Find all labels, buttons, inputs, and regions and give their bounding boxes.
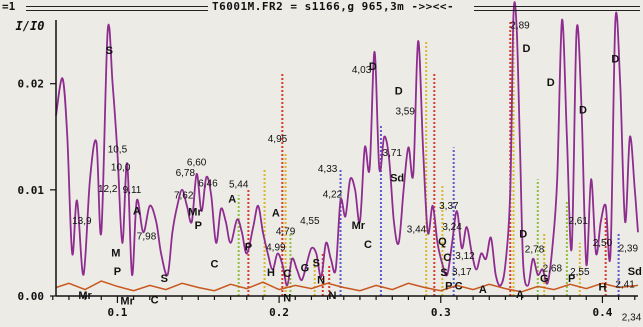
mineral-phase-label: D: [519, 229, 527, 241]
mineral-phase-label: M: [111, 248, 120, 260]
axes: 0.1 0.2 0.3 0.4 0.00 0.01 0.02 I/I0: [16, 19, 638, 319]
mineral-phase-label: S: [440, 267, 447, 279]
peak-labels: 13,9 12,2 10,5 10,0 9,11 7,98 7,62 6,786,60 6,46…: [72, 20, 642, 323]
peak-d-spacing-label: 10,0: [111, 163, 131, 174]
peak-d-spacing-label: 2,55: [570, 267, 590, 278]
mineral-phase-label: P: [245, 241, 252, 253]
mineral-phase-label: A: [272, 207, 280, 219]
peak-d-spacing-label: 4,33: [318, 164, 338, 175]
mineral-phase-label: C: [210, 258, 218, 270]
y-tick-label: 0.02: [18, 78, 45, 91]
mineral-phase-label: Q: [438, 236, 447, 248]
spectrum-series: [55, 1, 639, 287]
x-tick-label: 0.3: [431, 306, 451, 319]
mineral-phase-label: C: [443, 252, 451, 264]
mineral-phase-label: A: [228, 194, 236, 206]
x-tick-label: 0.2: [269, 306, 289, 319]
peak-d-spacing-label: 5,44: [229, 180, 249, 191]
mineral-phase-label: D: [547, 77, 555, 89]
mineral-phase-label: S: [161, 273, 168, 285]
title-bar: =1 T6001M.FR2 = s1166,g 965,3m ->><<-: [0, 0, 643, 16]
x-tick-label: 0.1: [107, 306, 127, 319]
title-left-marker: =1: [2, 0, 18, 13]
mineral-phase-label: D: [395, 85, 403, 97]
peak-d-spacing-label: 6,46: [198, 179, 218, 190]
background-line: [55, 280, 639, 293]
peak-d-spacing-label: 4,99: [266, 242, 286, 253]
peak-d-spacing-label: 7,62: [174, 190, 194, 201]
mineral-phase-label: G: [301, 263, 310, 275]
mineral-phase-label: H: [598, 282, 606, 294]
peak-d-spacing-label: 6,60: [187, 157, 207, 168]
peak-d-spacing-label: 4,95: [268, 134, 288, 145]
mineral-phase-label: D: [579, 104, 587, 116]
mineral-phase-label: P: [114, 266, 121, 278]
peak-d-spacing-label: 2,39: [619, 243, 639, 254]
peak-d-spacing-label: 9,11: [123, 185, 142, 196]
mineral-phase-label: Sd: [390, 172, 404, 184]
peak-d-spacing-label: 2,78: [525, 244, 545, 255]
peak-d-spacing-label: 4,79: [276, 226, 296, 237]
title-rule-left: [26, 6, 208, 11]
mineral-phase-label: G: [540, 273, 549, 285]
mineral-phase-label: Mr: [188, 206, 202, 218]
mineral-phase-label: Mr: [352, 220, 366, 232]
y-tick-label: 0.00: [18, 290, 45, 303]
mineral-phase-label: D: [522, 43, 530, 55]
mineral-phase-label: C: [283, 268, 291, 280]
peak-d-spacing-label: 3,44: [407, 224, 427, 235]
mineral-phase-label: P: [195, 220, 202, 232]
mineral-phase-label: D: [611, 53, 619, 65]
peak-d-spacing-label: 12,2: [98, 184, 118, 195]
mineral-labels: SMPMrMrACSMrPCAPAHCNGSNNMrCDDSdQCSPCADAG…: [78, 43, 641, 308]
x-tick-label: 0.4: [592, 306, 612, 319]
peak-d-spacing-label: 2,34: [622, 312, 642, 323]
mineral-phase-label: N: [317, 274, 325, 286]
spectrum-line: [55, 1, 639, 287]
peak-markers: [237, 20, 620, 296]
mineral-phase-label: C: [151, 294, 159, 306]
title-rule-right: [474, 6, 640, 11]
background-series: [55, 280, 639, 293]
peak-d-spacing-label: 2,50: [593, 238, 613, 249]
peak-d-spacing-label: 13,9: [72, 216, 92, 227]
mineral-phase-label: C: [364, 239, 372, 251]
peak-d-spacing-label: 4,03: [352, 65, 372, 76]
peak-d-spacing-label: 2,89: [510, 20, 530, 31]
mineral-phase-label: Mr: [120, 295, 134, 307]
peak-d-spacing-label: 3,24: [442, 222, 462, 233]
mineral-phase-label: A: [479, 284, 487, 296]
peak-d-spacing-label: 4,55: [300, 216, 320, 227]
peak-d-spacing-label: 3,59: [395, 106, 415, 117]
y-axis-label: I/I0: [16, 19, 45, 33]
mineral-phase-label: H: [267, 267, 275, 279]
mineral-phase-label: C: [455, 281, 463, 293]
peak-d-spacing-label: 3,71: [383, 148, 403, 159]
y-tick-label: 0.01: [18, 184, 45, 197]
peak-d-spacing-label: 3,17: [452, 267, 472, 278]
peak-d-spacing-label: 2,68: [543, 264, 563, 275]
mineral-phase-label: A: [133, 205, 141, 217]
mineral-phase-label: Sd: [628, 266, 642, 278]
peak-d-spacing-label: 2,61: [568, 216, 588, 227]
mineral-phase-label: P: [568, 273, 575, 285]
peak-d-spacing-label: 6,78: [176, 168, 196, 179]
mineral-phase-label: D: [369, 61, 377, 73]
peak-d-spacing-label: 4,22: [323, 189, 343, 200]
peak-d-spacing-label: 3,37: [439, 201, 459, 212]
mineral-phase-label: A: [516, 289, 524, 301]
peak-d-spacing-label: 7,98: [137, 232, 157, 243]
mineral-phase-label: S: [106, 45, 113, 57]
peak-d-spacing-label: 10,5: [108, 145, 128, 156]
mineral-phase-label: N: [283, 292, 291, 304]
peak-d-spacing-label: 3,12: [455, 251, 475, 262]
mineral-phase-label: P: [445, 281, 452, 293]
mineral-phase-label: S: [313, 257, 320, 269]
peak-d-spacing-label: 2,41: [615, 280, 635, 291]
window-title: T6001M.FR2 = s1166,g 965,3m ->><<-: [208, 0, 459, 13]
